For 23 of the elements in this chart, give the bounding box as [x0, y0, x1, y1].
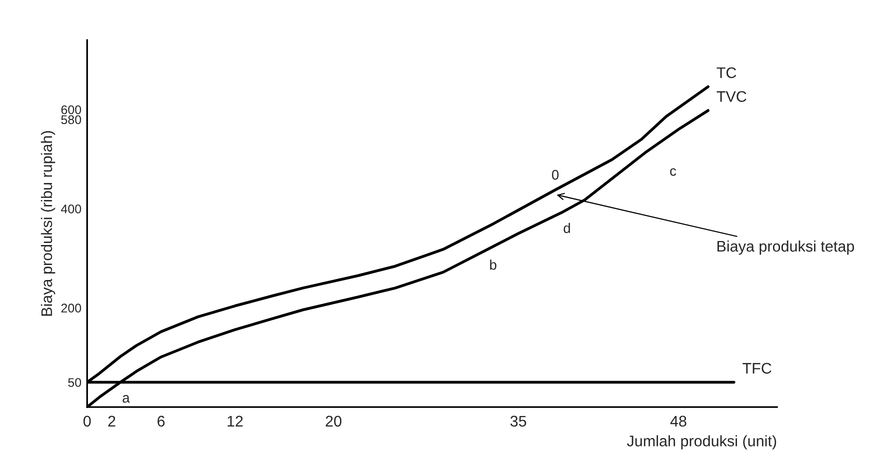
y-axis-title: Biaya produksi (ribu rupiah) — [40, 131, 56, 316]
y-tick-label: 580 — [61, 115, 82, 124]
x-axis-title: Jumlah produksi (unit) — [626, 435, 776, 450]
annotation: d — [564, 222, 570, 234]
y-tick-label: 200 — [61, 304, 82, 313]
x-tick-label: 48 — [670, 416, 686, 427]
y-tick-label: 600 — [61, 105, 82, 114]
x-tick-label: 12 — [228, 416, 243, 426]
annotation: 0 — [552, 170, 559, 180]
annotation: b — [490, 260, 496, 270]
annotation: Biaya produksi tetap — [717, 240, 854, 255]
x-tick-label: 6 — [158, 416, 165, 427]
x-tick-label: 35 — [510, 416, 526, 427]
y-tick-label: 50 — [68, 378, 82, 387]
annotation: c — [670, 168, 676, 176]
x-tick-label: 2 — [108, 416, 116, 426]
y-tick-label: 400 — [61, 204, 82, 214]
x-tick-label: 20 — [326, 416, 342, 427]
series-label: TVC — [716, 91, 746, 102]
series-label: TFC — [742, 362, 772, 374]
series-label: TC — [716, 67, 736, 78]
x-tick-label: 0 — [83, 416, 91, 427]
annotation: a — [122, 395, 130, 403]
